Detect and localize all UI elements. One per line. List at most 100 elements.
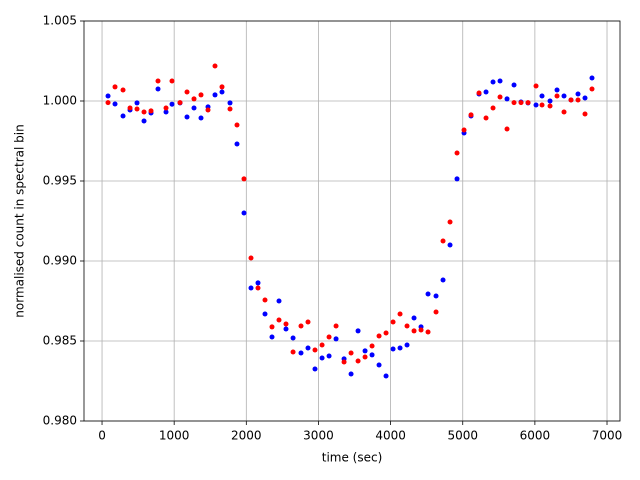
- point: [425, 329, 431, 335]
- point: [497, 94, 503, 100]
- point: [554, 93, 560, 99]
- point: [269, 324, 275, 330]
- point: [539, 102, 545, 108]
- point: [454, 176, 460, 182]
- point: [362, 354, 368, 360]
- point: [255, 280, 261, 286]
- point: [575, 91, 581, 97]
- plot-frame: [83, 20, 621, 422]
- point: [141, 109, 147, 115]
- point: [390, 346, 396, 352]
- point: [255, 285, 261, 291]
- point: [198, 115, 204, 121]
- x-tick-label: 1000: [159, 429, 190, 443]
- point: [248, 285, 254, 291]
- point: [355, 358, 361, 364]
- y-tick-label: 1.005: [43, 14, 77, 28]
- x-axis-label: time (sec): [322, 451, 383, 465]
- point: [290, 349, 296, 355]
- point: [454, 150, 460, 156]
- point: [234, 141, 240, 147]
- point: [134, 106, 140, 112]
- point: [397, 311, 403, 317]
- point: [355, 328, 361, 334]
- point: [198, 92, 204, 98]
- point: [276, 317, 282, 323]
- point: [298, 350, 304, 356]
- point: [468, 112, 474, 118]
- point: [234, 122, 240, 128]
- point: [369, 352, 375, 358]
- point: [134, 100, 140, 106]
- point: [418, 327, 424, 333]
- point: [433, 309, 439, 315]
- point: [554, 87, 560, 93]
- point: [518, 100, 524, 106]
- point: [433, 293, 439, 299]
- x-tick-label: 2000: [231, 429, 262, 443]
- point: [248, 255, 254, 261]
- point: [326, 334, 332, 340]
- point: [390, 319, 396, 325]
- point: [312, 347, 318, 353]
- point: [241, 176, 247, 182]
- point: [319, 342, 325, 348]
- point: [105, 100, 111, 106]
- x-tick-label: 4000: [375, 429, 406, 443]
- point: [341, 359, 347, 365]
- point: [561, 93, 567, 99]
- y-axis-label: normalised count in spectral bin: [13, 124, 27, 317]
- point: [312, 366, 318, 372]
- point: [305, 319, 311, 325]
- x-tick-label: 0: [98, 429, 106, 443]
- point: [490, 105, 496, 111]
- point: [547, 103, 553, 109]
- point: [362, 348, 368, 354]
- point: [411, 328, 417, 334]
- y-tick-label: 0.990: [43, 254, 77, 268]
- point: [227, 106, 233, 112]
- point: [511, 82, 517, 88]
- point: [120, 113, 126, 119]
- point: [504, 126, 510, 132]
- point: [582, 95, 588, 101]
- x-tick-label: 3000: [303, 429, 334, 443]
- point: [440, 277, 446, 283]
- point: [205, 107, 211, 113]
- point: [575, 97, 581, 103]
- point: [290, 335, 296, 341]
- point: [348, 371, 354, 377]
- point: [191, 105, 197, 111]
- point: [568, 97, 574, 103]
- y-tick-label: 0.980: [43, 414, 77, 428]
- point: [127, 105, 133, 111]
- x-tick-label: 7000: [592, 429, 623, 443]
- point: [269, 334, 275, 340]
- point: [283, 326, 289, 332]
- point: [169, 78, 175, 84]
- point: [184, 114, 190, 120]
- point: [383, 330, 389, 336]
- point: [561, 109, 567, 115]
- point: [155, 86, 161, 92]
- point: [404, 323, 410, 329]
- point: [533, 83, 539, 89]
- point: [105, 93, 111, 99]
- point: [348, 350, 354, 356]
- point: [425, 291, 431, 297]
- point: [184, 89, 190, 95]
- point: [525, 100, 531, 106]
- point: [376, 333, 382, 339]
- point: [333, 323, 339, 329]
- point: [212, 63, 218, 69]
- point: [112, 84, 118, 90]
- point: [163, 105, 169, 111]
- point: [141, 118, 147, 124]
- point: [383, 373, 389, 379]
- point: [447, 219, 453, 225]
- point: [191, 96, 197, 102]
- point: [227, 100, 233, 106]
- point: [369, 343, 375, 349]
